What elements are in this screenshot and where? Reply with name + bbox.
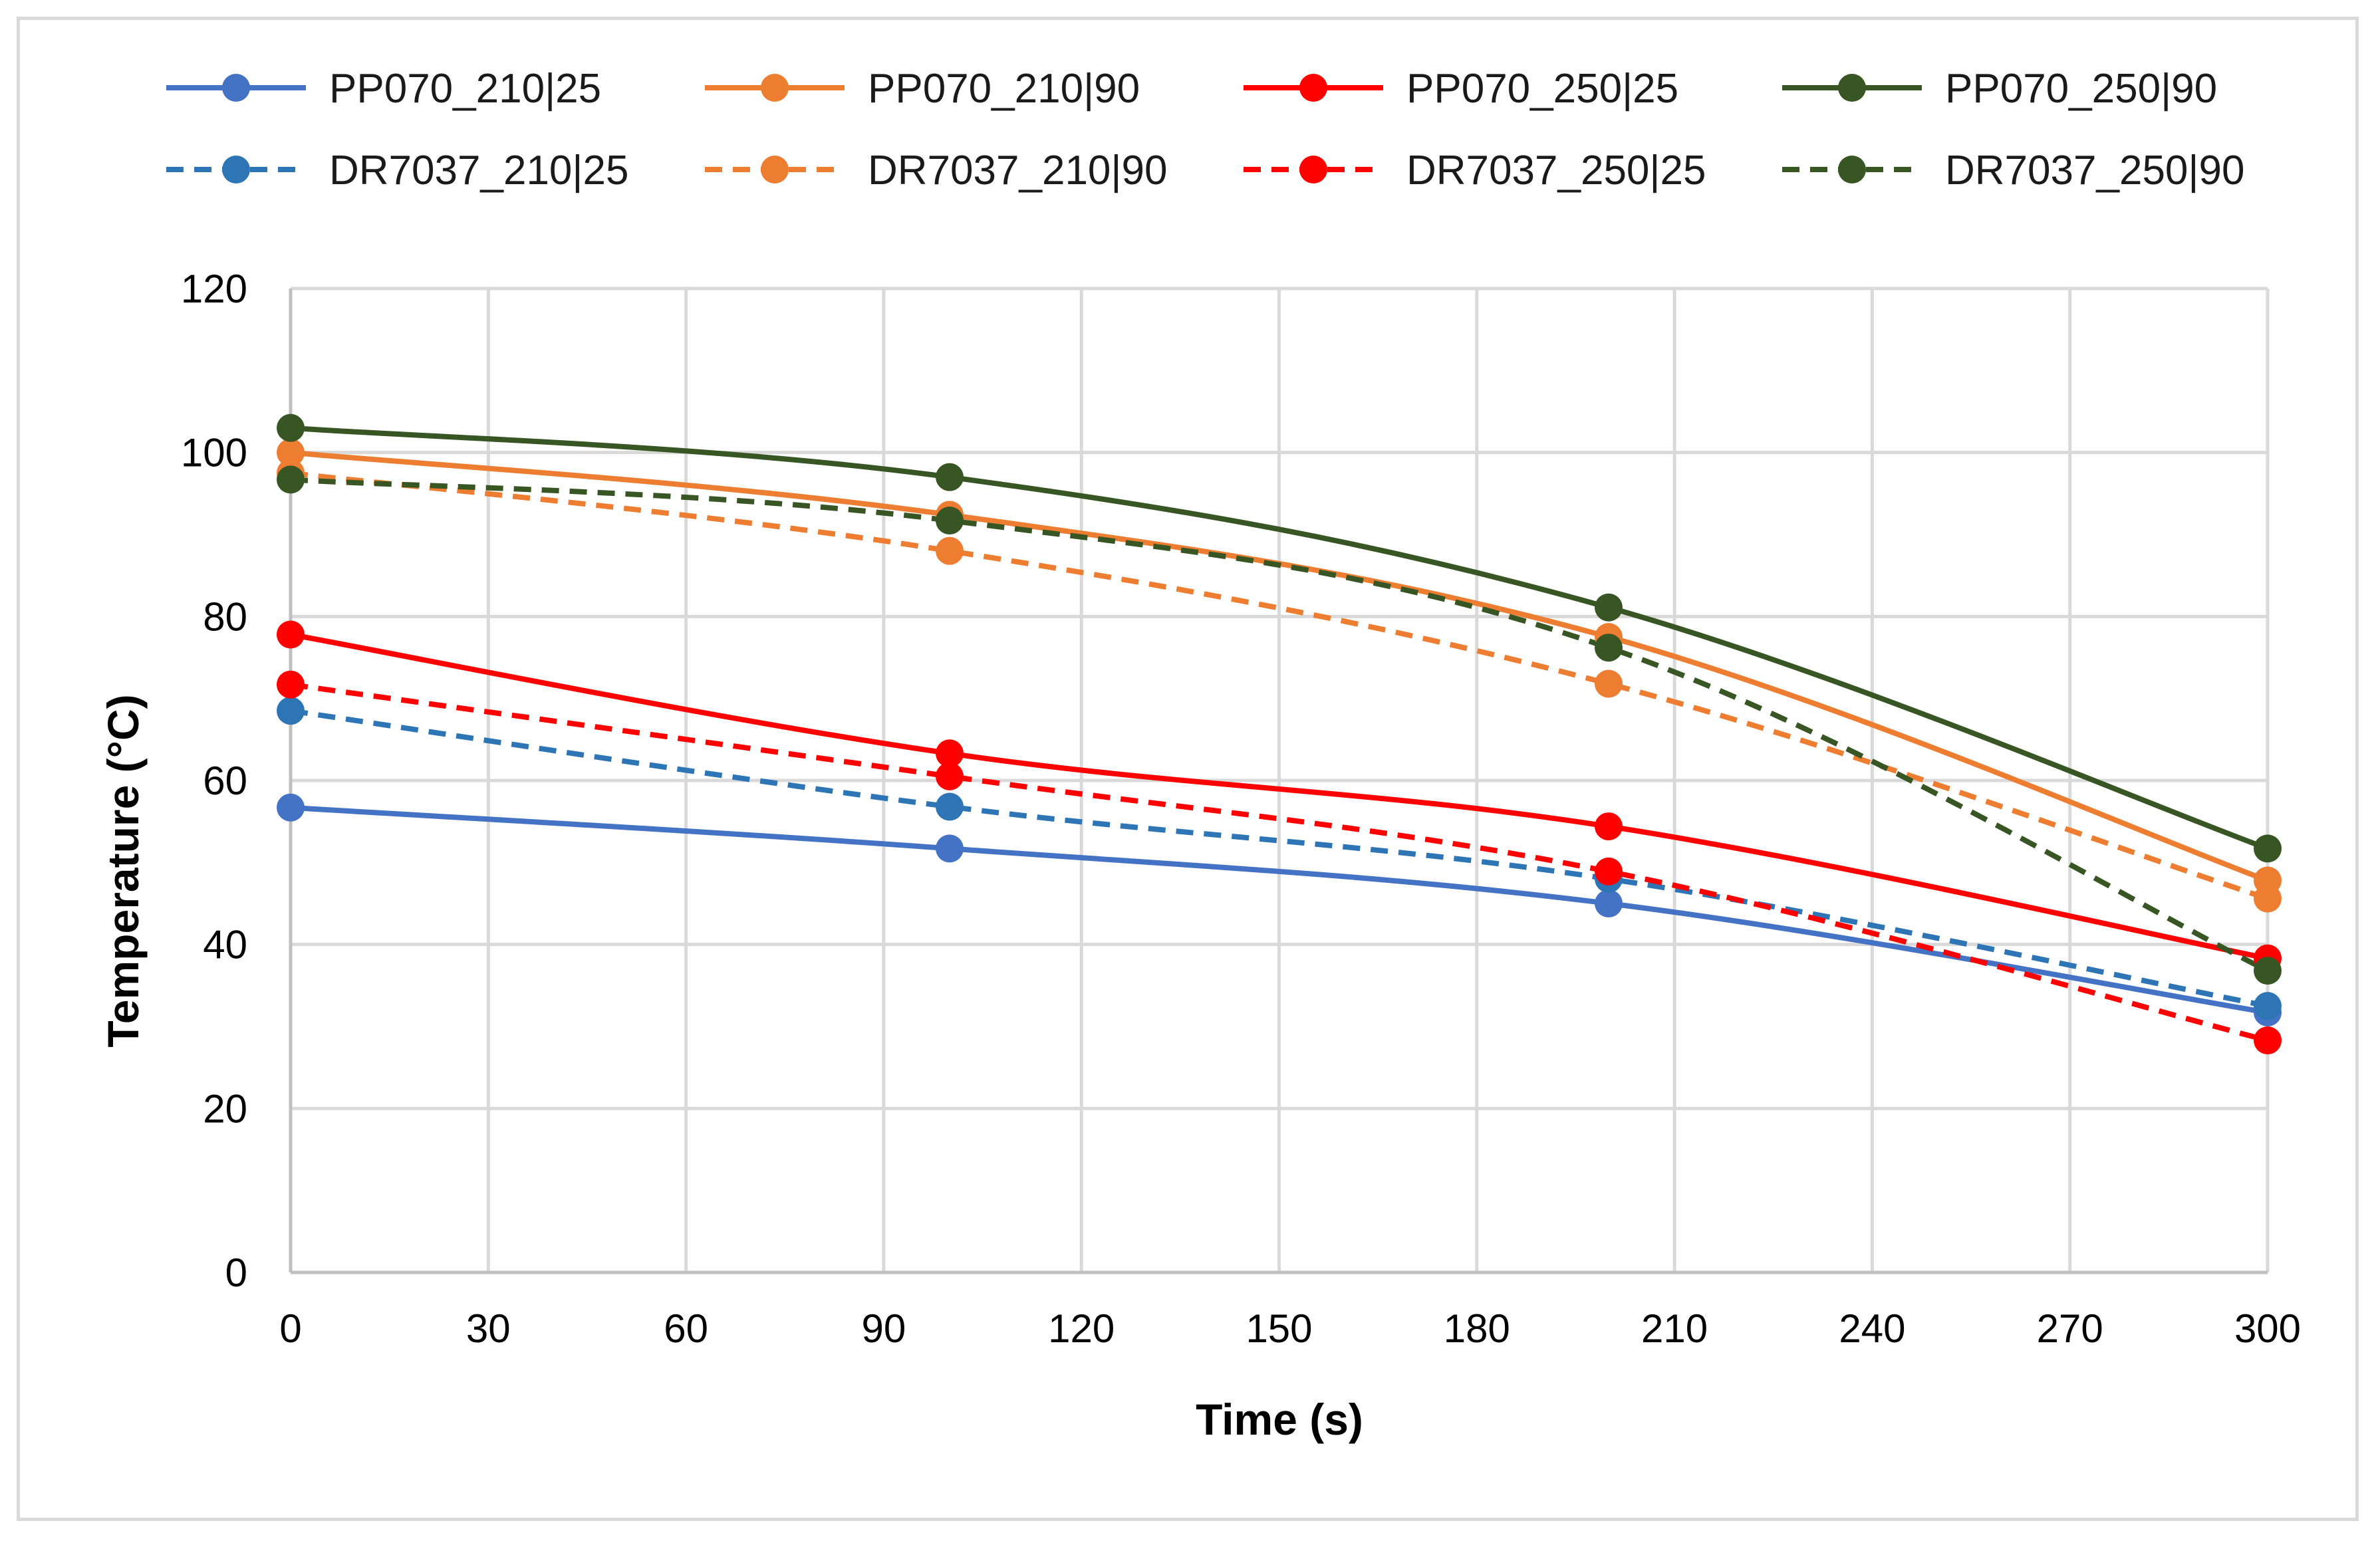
legend-swatch-marker — [1838, 156, 1866, 183]
legend-swatch-marker — [761, 74, 789, 102]
legend-label: DR7037_210|25 — [329, 148, 628, 193]
legend-item-pp070-250-90: PP070_250|90 — [1782, 66, 2217, 112]
data-point-dr7037-210-90-200 — [1595, 669, 1623, 698]
legend-swatch-marker — [1299, 74, 1327, 102]
data-point-dr7037-250-25-300 — [2254, 1026, 2282, 1054]
x-tick-label: 180 — [1444, 1306, 1510, 1351]
data-point-dr7037-250-25-100 — [936, 762, 964, 790]
legend-label: PP070_250|25 — [1406, 66, 1678, 112]
tick-labels: 0 30 60 90 120 150 180 210 240 270 300 0 20 40 60 80 100… — [181, 267, 2301, 1351]
y-tick-label: 60 — [203, 759, 247, 803]
series-line-pp070-210-90 — [290, 449, 2269, 884]
legend-label: PP070_210|90 — [868, 66, 1140, 112]
data-point-dr7037-250-90-0 — [277, 465, 305, 494]
legend-label: PP070_250|90 — [1945, 66, 2217, 112]
legend-item-pp070-210-90: PP070_210|90 — [705, 66, 1140, 112]
legend-label: DR7037_250|25 — [1406, 148, 1706, 193]
chart-frame — [17, 17, 2359, 1521]
y-tick-label: 100 — [181, 431, 247, 475]
x-tick-label: 240 — [1839, 1306, 1905, 1351]
x-tick-label: 150 — [1246, 1306, 1312, 1351]
x-axis-title: Time (s) — [1196, 1395, 1363, 1444]
series-line-dr7037-250-25 — [290, 681, 2268, 1043]
x-tick-label: 60 — [664, 1306, 708, 1351]
series-line-pp070-250-25 — [290, 632, 2268, 961]
data-point-pp070-210-90-0 — [277, 438, 305, 467]
data-point-pp070-250-90-200 — [1595, 593, 1623, 622]
data-point-dr7037-210-25-100 — [936, 792, 964, 821]
x-tick-label: 0 — [279, 1306, 301, 1351]
legend-label: DR7037_250|90 — [1945, 148, 2244, 193]
data-point-pp070-250-25-200 — [1595, 812, 1623, 841]
data-point-dr7037-250-90-200 — [1595, 634, 1623, 662]
data-point-pp070-210-25-100 — [936, 834, 964, 863]
data-point-pp070-250-25-0 — [277, 620, 305, 649]
legend-item-pp070-210-25: PP070_210|25 — [166, 66, 601, 112]
x-tick-label: 30 — [466, 1306, 511, 1351]
data-point-dr7037-250-25-0 — [277, 670, 305, 699]
data-point-pp070-250-25-100 — [936, 739, 964, 768]
data-point-pp070-210-25-200 — [1595, 889, 1623, 917]
x-tick-label: 300 — [2234, 1306, 2301, 1351]
data-point-pp070-210-25-0 — [277, 793, 305, 822]
gridlines — [289, 287, 2270, 1274]
data-point-dr7037-210-90-100 — [936, 536, 964, 565]
y-axis-title: Temperature (°C) — [98, 694, 148, 1047]
legend-item-pp070-250-25: PP070_250|25 — [1244, 66, 1678, 112]
data-point-dr7037-250-90-300 — [2254, 957, 2282, 985]
y-tick-label: 0 — [225, 1250, 247, 1295]
data-point-dr7037-250-90-100 — [936, 507, 964, 535]
series-markers — [277, 414, 2282, 1054]
series-line-dr7037-250-90 — [290, 477, 2269, 973]
x-tick-label: 210 — [1641, 1306, 1708, 1351]
x-tick-label: 90 — [862, 1306, 906, 1351]
data-point-dr7037-210-25-0 — [277, 697, 305, 725]
legend-swatch-marker — [1299, 156, 1327, 183]
legend-swatch-marker — [1838, 74, 1866, 102]
legend-swatch-marker — [222, 156, 250, 183]
legend-item-dr7037-210-25: DR7037_210|25 — [166, 148, 628, 193]
data-point-pp070-250-90-0 — [277, 414, 305, 442]
series-line-dr7037-210-90 — [290, 470, 2269, 901]
data-point-pp070-250-90-300 — [2254, 834, 2282, 863]
data-point-dr7037-250-25-200 — [1595, 857, 1623, 886]
legend-swatch-marker — [761, 156, 789, 183]
data-point-pp070-250-90-100 — [936, 463, 964, 491]
series-line-dr7037-210-25 — [290, 708, 2268, 1009]
legend-item-dr7037-250-25: DR7037_250|25 — [1244, 148, 1706, 193]
y-tick-label: 120 — [181, 267, 247, 311]
series-lines — [290, 425, 2269, 1043]
data-point-dr7037-210-25-300 — [2254, 992, 2282, 1020]
data-point-dr7037-210-90-300 — [2254, 884, 2282, 913]
legend-swatch-marker — [222, 74, 250, 102]
y-tick-label: 40 — [203, 923, 247, 967]
legend-label: PP070_210|25 — [329, 66, 601, 112]
legend-label: DR7037_210|90 — [868, 148, 1167, 193]
x-tick-label: 270 — [2037, 1306, 2103, 1351]
legend: PP070_210|25 PP070_210|90 PP070_250|25 PP07… — [166, 66, 2244, 193]
series-line-pp070-250-90 — [290, 425, 2269, 852]
legend-item-dr7037-250-90: DR7037_250|90 — [1782, 148, 2244, 193]
legend-item-dr7037-210-90: DR7037_210|90 — [705, 148, 1167, 193]
y-tick-label: 80 — [203, 594, 247, 639]
x-tick-label: 120 — [1048, 1306, 1115, 1351]
y-tick-label: 20 — [203, 1086, 247, 1131]
